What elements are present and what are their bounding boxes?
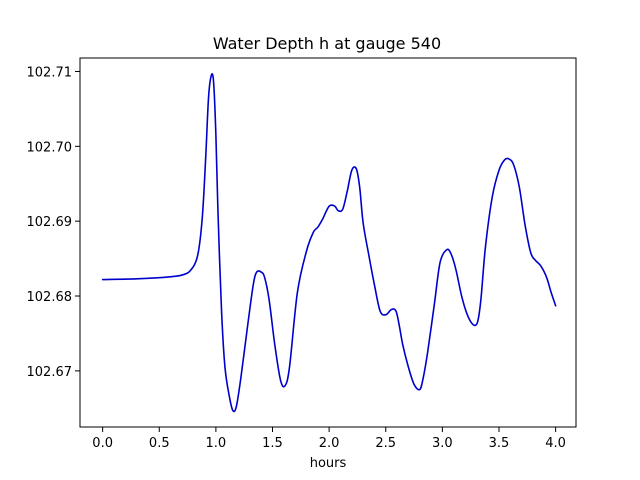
y-tick-label: 102.67 xyxy=(27,365,73,380)
y-tick-label: 102.70 xyxy=(27,140,73,155)
x-tick-label: 2.0 xyxy=(319,436,340,451)
x-tick-label: 2.5 xyxy=(375,436,396,451)
y-axis: 102.67 102.68 102.69 102.70 102.71 xyxy=(27,65,80,380)
chart-title: Water Depth h at gauge 540 xyxy=(213,34,441,53)
y-tick-label: 102.68 xyxy=(27,290,73,305)
x-tick-label: 0.5 xyxy=(149,436,170,451)
x-axis: 0.0 0.5 1.0 1.5 2.0 2.5 3.0 3.5 4.0 xyxy=(92,427,566,451)
x-tick-label: 3.5 xyxy=(489,436,510,451)
y-tick-label: 102.71 xyxy=(27,65,73,80)
x-tick-label: 4.0 xyxy=(545,436,566,451)
x-axis-label: hours xyxy=(310,456,347,471)
x-tick-label: 3.0 xyxy=(432,436,453,451)
series-line xyxy=(101,73,557,413)
y-tick-label: 102.69 xyxy=(27,215,73,230)
x-tick-label: 1.0 xyxy=(206,436,227,451)
x-tick-label: 1.5 xyxy=(262,436,283,451)
plot-area xyxy=(79,57,577,428)
x-tick-label: 0.0 xyxy=(92,436,113,451)
